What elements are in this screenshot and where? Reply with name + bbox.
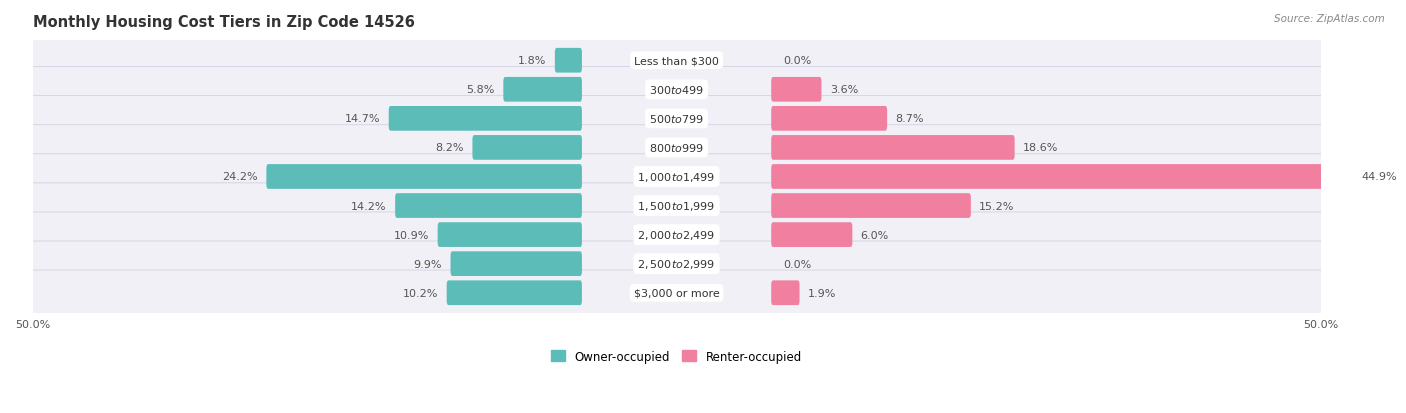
FancyBboxPatch shape xyxy=(28,242,1324,287)
Text: 1.9%: 1.9% xyxy=(808,288,837,298)
Text: 14.7%: 14.7% xyxy=(344,114,381,124)
Legend: Owner-occupied, Renter-occupied: Owner-occupied, Renter-occupied xyxy=(547,345,807,368)
FancyBboxPatch shape xyxy=(772,165,1354,190)
Text: 9.9%: 9.9% xyxy=(413,259,441,269)
FancyBboxPatch shape xyxy=(388,107,582,131)
Text: $2,500 to $2,999: $2,500 to $2,999 xyxy=(637,258,716,271)
Text: 8.7%: 8.7% xyxy=(896,114,924,124)
FancyBboxPatch shape xyxy=(28,183,1324,229)
FancyBboxPatch shape xyxy=(447,281,582,305)
Text: $2,000 to $2,499: $2,000 to $2,499 xyxy=(637,228,716,242)
Text: $3,000 or more: $3,000 or more xyxy=(634,288,720,298)
Text: 10.9%: 10.9% xyxy=(394,230,429,240)
Text: 8.2%: 8.2% xyxy=(436,143,464,153)
Text: 1.8%: 1.8% xyxy=(519,56,547,66)
FancyBboxPatch shape xyxy=(28,67,1324,113)
FancyBboxPatch shape xyxy=(28,271,1324,316)
FancyBboxPatch shape xyxy=(28,212,1324,258)
Text: $1,000 to $1,499: $1,000 to $1,499 xyxy=(637,171,716,183)
FancyBboxPatch shape xyxy=(28,126,1324,171)
FancyBboxPatch shape xyxy=(28,38,1324,84)
Text: 3.6%: 3.6% xyxy=(830,85,858,95)
Text: $500 to $799: $500 to $799 xyxy=(650,113,704,125)
Text: 5.8%: 5.8% xyxy=(467,85,495,95)
Text: 18.6%: 18.6% xyxy=(1024,143,1059,153)
Text: $1,500 to $1,999: $1,500 to $1,999 xyxy=(637,199,716,213)
FancyBboxPatch shape xyxy=(503,78,582,102)
FancyBboxPatch shape xyxy=(555,49,582,74)
Text: Monthly Housing Cost Tiers in Zip Code 14526: Monthly Housing Cost Tiers in Zip Code 1… xyxy=(32,15,415,30)
Text: Less than $300: Less than $300 xyxy=(634,56,718,66)
Text: 14.2%: 14.2% xyxy=(352,201,387,211)
Text: 10.2%: 10.2% xyxy=(404,288,439,298)
FancyBboxPatch shape xyxy=(437,223,582,247)
Text: Source: ZipAtlas.com: Source: ZipAtlas.com xyxy=(1274,14,1385,24)
FancyBboxPatch shape xyxy=(772,223,852,247)
FancyBboxPatch shape xyxy=(772,136,1015,160)
FancyBboxPatch shape xyxy=(772,194,972,218)
Text: 24.2%: 24.2% xyxy=(222,172,259,182)
FancyBboxPatch shape xyxy=(772,78,821,102)
Text: 0.0%: 0.0% xyxy=(783,56,811,66)
FancyBboxPatch shape xyxy=(395,194,582,218)
FancyBboxPatch shape xyxy=(772,281,800,305)
FancyBboxPatch shape xyxy=(772,107,887,131)
Text: $800 to $999: $800 to $999 xyxy=(650,142,704,154)
Text: 6.0%: 6.0% xyxy=(860,230,889,240)
Text: 0.0%: 0.0% xyxy=(783,259,811,269)
FancyBboxPatch shape xyxy=(28,97,1324,142)
FancyBboxPatch shape xyxy=(450,252,582,276)
FancyBboxPatch shape xyxy=(266,165,582,190)
FancyBboxPatch shape xyxy=(28,154,1324,199)
FancyBboxPatch shape xyxy=(472,136,582,160)
Text: $300 to $499: $300 to $499 xyxy=(650,84,704,96)
Text: 15.2%: 15.2% xyxy=(979,201,1015,211)
Text: 44.9%: 44.9% xyxy=(1362,172,1398,182)
